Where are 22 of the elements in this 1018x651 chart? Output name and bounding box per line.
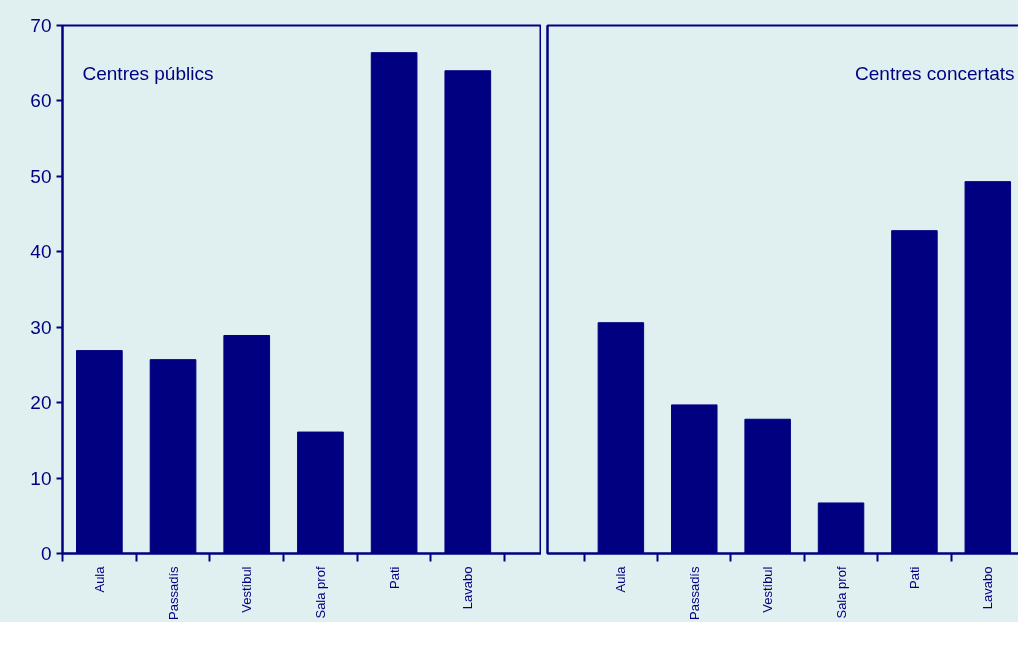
x-tick-label: Pati — [906, 566, 922, 589]
x-tick-label: Vestíbul — [760, 566, 776, 613]
annotation: Centres públics — [82, 62, 214, 84]
y-tick-label: 30 — [30, 316, 52, 338]
y-tick-label: 50 — [30, 165, 52, 187]
x-tick-label: Aula — [91, 565, 107, 593]
x-tick-label: Lavabo — [980, 566, 996, 610]
annotation: Centres concertats — [855, 62, 1015, 84]
x-tick-label: Passadís — [686, 566, 702, 620]
x-tick-label: Passadís — [165, 566, 181, 620]
x-tick-label: Pati — [386, 566, 402, 589]
y-tick-label: 70 — [30, 15, 52, 36]
y-tick-label: 40 — [30, 241, 52, 263]
y-tick-label: 0 — [40, 543, 52, 564]
x-tick-label: Sala prof — [833, 566, 849, 619]
y-tick-label: 60 — [30, 90, 52, 112]
y-tick-label: 20 — [30, 392, 52, 414]
x-tick-label: Aula — [613, 565, 629, 593]
x-tick-label: Vestíbul — [239, 566, 255, 613]
y-tick-label: 10 — [30, 467, 52, 489]
x-tick-label: Sala prof — [312, 566, 328, 619]
x-tick-label: Lavabo — [460, 566, 476, 610]
